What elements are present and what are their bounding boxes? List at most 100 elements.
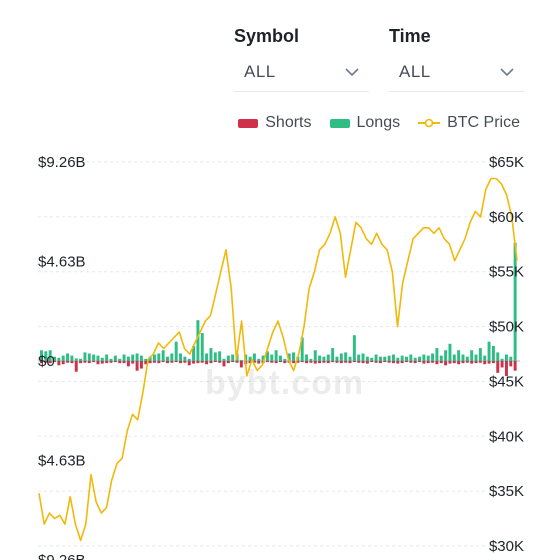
short-bar — [174, 361, 178, 363]
short-bar — [496, 361, 500, 373]
right-tick-4: $45K — [489, 373, 524, 390]
short-bar — [152, 361, 156, 363]
short-bar — [70, 361, 74, 364]
chart-legend: Shorts Longs BTC Price — [238, 114, 520, 132]
short-bar — [361, 361, 365, 364]
long-bar — [148, 356, 152, 361]
short-bar — [218, 361, 222, 363]
long-bar — [465, 356, 469, 361]
long-bar — [339, 353, 343, 361]
legend-longs[interactable]: Longs — [329, 114, 401, 132]
long-bar — [135, 353, 139, 361]
long-bar — [231, 354, 235, 361]
left-tick-2: $0 — [38, 353, 55, 370]
long-bar — [96, 355, 100, 361]
long-bar — [279, 355, 282, 361]
long-bar — [413, 357, 417, 361]
short-bar — [305, 361, 309, 364]
short-bar — [200, 361, 204, 363]
short-bar — [270, 361, 274, 363]
short-bar — [139, 361, 143, 369]
long-bar — [361, 353, 365, 361]
short-bar — [465, 361, 469, 363]
long-bar — [192, 345, 196, 361]
long-bar — [213, 352, 217, 361]
long-bar — [248, 356, 252, 361]
short-bar — [344, 361, 348, 363]
short-bar — [426, 361, 430, 364]
long-bar — [418, 356, 422, 361]
legend-shorts[interactable]: Shorts — [238, 114, 312, 132]
long-bar — [426, 355, 430, 361]
right-tick-1: $60K — [489, 209, 524, 226]
short-bar — [283, 361, 287, 364]
long-bar — [331, 348, 335, 361]
short-bar — [79, 361, 83, 364]
long-bar — [274, 350, 278, 361]
short-bar — [257, 361, 261, 364]
short-bar — [231, 361, 235, 363]
long-bar — [435, 348, 439, 361]
long-bar — [187, 358, 191, 361]
long-bar — [48, 350, 52, 361]
short-bar — [470, 361, 474, 364]
short-bar — [235, 361, 239, 363]
long-bar — [387, 355, 391, 361]
long-bar — [444, 350, 448, 361]
right-tick-2: $55K — [489, 264, 524, 281]
short-bar — [383, 361, 387, 363]
short-bar — [483, 361, 487, 365]
long-bar — [118, 358, 122, 361]
time-select-value: ALL — [399, 61, 431, 81]
long-bar — [87, 353, 91, 361]
long-bar — [161, 350, 165, 361]
long-bar — [226, 355, 230, 361]
long-bar — [500, 358, 504, 361]
long-bar — [109, 358, 113, 361]
symbol-select[interactable]: ALL — [234, 52, 369, 92]
axis-labels: $9.26B $4.63B $0 $4.63B $9.26B $65K $60K $55K $5… — [38, 154, 524, 560]
long-bar — [222, 358, 226, 361]
short-bar — [222, 361, 226, 367]
legend-longs-label: Longs — [356, 114, 401, 131]
short-bar — [148, 361, 152, 364]
long-bar — [309, 358, 313, 361]
short-bar — [313, 361, 317, 364]
legend-shorts-label: Shorts — [265, 114, 312, 131]
long-bar — [66, 353, 70, 361]
long-bar — [391, 354, 395, 361]
short-bar — [370, 361, 374, 363]
long-bar — [166, 356, 169, 361]
bar-series — [40, 242, 517, 377]
short-bar — [61, 361, 65, 365]
long-bar — [300, 337, 304, 361]
long-bar — [179, 353, 183, 361]
short-bar — [413, 361, 417, 364]
right-tick-6: $35K — [489, 483, 524, 500]
legend-price[interactable]: BTC Price — [418, 114, 520, 132]
long-bar — [292, 352, 295, 361]
short-bar — [170, 361, 174, 363]
short-bar — [87, 361, 91, 364]
short-bar — [409, 361, 413, 363]
time-select[interactable]: ALL — [389, 52, 524, 92]
short-bar — [109, 361, 113, 363]
long-bar — [452, 354, 456, 361]
long-bar — [470, 350, 474, 361]
long-bar — [144, 358, 148, 361]
long-bar — [396, 357, 400, 361]
short-bar — [205, 361, 209, 365]
long-bar — [57, 357, 61, 361]
symbol-select-value: ALL — [244, 61, 276, 81]
long-bar — [357, 354, 361, 361]
long-bar — [509, 356, 513, 361]
short-bar — [83, 361, 87, 363]
short-bar — [131, 361, 135, 364]
long-bar — [265, 351, 269, 361]
watermark: bybt.com — [205, 364, 365, 402]
short-bar — [179, 361, 183, 364]
short-bar — [44, 361, 48, 363]
short-bar — [161, 361, 165, 363]
long-bar — [183, 356, 187, 361]
